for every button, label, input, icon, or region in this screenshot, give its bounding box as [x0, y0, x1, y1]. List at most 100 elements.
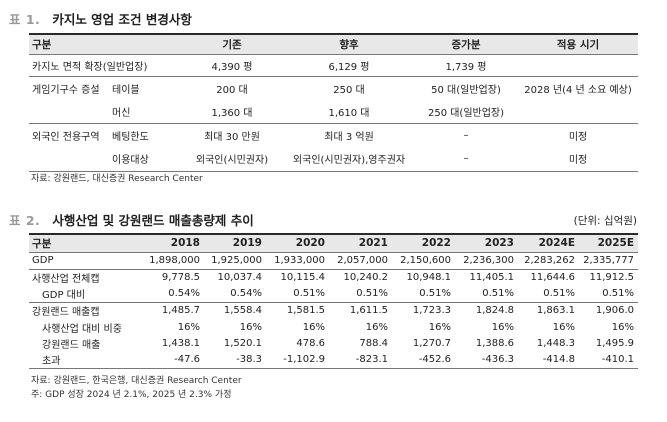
table2-row-label: 강원랜드 매출 — [42, 339, 101, 351]
table2-cell: 1,933,000 — [274, 255, 325, 266]
table1-row: 게임기구수 증설 테이블 200 대 250 대 50 대(일반업장) 2028 년(4 … — [29, 75, 639, 100]
table2-number: 표 2. — [9, 213, 41, 228]
table2-cell: 1,495.9 — [595, 337, 634, 349]
table2-cell: 16% — [177, 321, 200, 333]
table1-row: 이용대상 외국인(시민권자) 외국인(시민권자),영주권자 – 미정 — [29, 147, 639, 172]
table2-footnote: 주: GDP 성장 2024 년 2.1%, 2025 년 2.3% 가정 — [31, 390, 232, 400]
table2-cell: 16% — [239, 321, 262, 333]
table1-cell-timing — [518, 100, 638, 123]
table2-cell: 10,037.4 — [204, 268, 266, 286]
table2-cell: 16% — [302, 321, 325, 333]
table2-cell: 1,863.1 — [518, 301, 579, 319]
table2-header-year: 2020 — [295, 237, 325, 250]
table1-title-row: 표 1. 카지노 영업 조건 변경사항 — [9, 9, 192, 28]
table1-cell-category — [29, 100, 110, 123]
table2-header-year: 2018 — [170, 237, 200, 250]
table2-row-label: GDP — [32, 255, 54, 266]
table1-cell-timing: 미정 — [518, 122, 639, 147]
table2-cell: 2,057,000 — [337, 255, 388, 266]
table1-header-before: 기존 — [222, 38, 242, 51]
table2-cell: 1,898,000 — [149, 255, 200, 266]
table2-row-label: 사행산업 전체캡 — [29, 268, 142, 286]
table1: 구분 기존 향후 증가분 적용 시기 카지노 면적 확장(일반업장) 4,390 … — [29, 33, 639, 172]
table2-row: 사행산업 대비 비중 16% 16% 16% 16% 16% 16% 16% 16% — [29, 319, 638, 335]
table2-cell: 1,611.5 — [329, 301, 392, 319]
table2-cell: 0.51% — [482, 288, 514, 300]
table1-header-timing: 적용 시기 — [556, 38, 600, 51]
table2-cell: 1,270.7 — [412, 337, 451, 349]
table1-source: 자료: 강원랜드, 대신증권 Research Center — [31, 174, 203, 184]
table2-cell: 0.51% — [602, 288, 634, 300]
table2-cell: 0.51% — [543, 288, 575, 300]
table1-cell-after: 6,129 평 — [328, 61, 370, 73]
table1-cell-before: 1,360 대 — [211, 107, 253, 119]
table2-cell: 0.51% — [356, 288, 388, 300]
table1-cell-after: 1,610 대 — [328, 107, 370, 119]
table2-cell: 11,912.5 — [579, 268, 638, 286]
table2-header-row: 구분 2018 2019 2020 2021 2022 2023 2024E 2… — [29, 234, 638, 252]
table2-cell: 16% — [611, 321, 634, 333]
table2-cell: 1,520.1 — [223, 337, 262, 349]
table1-header-increase: 증가분 — [451, 38, 481, 51]
table2-row-label: 사행산업 대비 비중 — [42, 323, 122, 335]
table2-row: 사행산업 전체캡 9,778.5 10,037.4 10,115.4 10,240.2 1… — [29, 268, 638, 286]
table2-cell: 1,925,000 — [211, 255, 262, 266]
table2-cell: 2,283,262 — [524, 255, 575, 266]
table1-cell-after: 250 대 — [284, 75, 415, 100]
table2-cell: 1,558.4 — [204, 301, 266, 319]
table2-header-category: 구분 — [32, 237, 52, 250]
table2-cell: -47.6 — [142, 351, 204, 369]
table2-cell: 1,448.3 — [536, 337, 575, 349]
table2-cell: 0.51% — [293, 288, 325, 300]
table1-cell-subcategory: 머신 — [112, 107, 131, 119]
table2-cell: 2,335,777 — [583, 255, 634, 266]
table2-cell: 16% — [552, 321, 575, 333]
table1-cell-before: 최대 30 만원 — [180, 122, 285, 147]
table2-header-year: 2024E — [538, 237, 575, 250]
table1-cell-after: 최대 3 억원 — [284, 122, 415, 147]
table1-cell-category: 외국인 전용구역 — [29, 122, 110, 147]
table1-row: 외국인 전용구역 베팅한도 최대 30 만원 최대 3 억원 – 미정 — [29, 122, 639, 147]
table2-header-year: 2025E — [597, 237, 634, 250]
table1-cell-subcategory: 이용대상 — [110, 147, 181, 172]
table2-cell: 11,644.6 — [518, 268, 579, 286]
table2-unit: (단위: 십억원) — [573, 215, 637, 227]
table2-cell: 16% — [365, 321, 388, 333]
table1-header-after: 향후 — [339, 38, 359, 51]
table2: 구분 2018 2019 2020 2021 2022 2023 2024E 2… — [29, 233, 638, 369]
table2-header-year: 2021 — [358, 237, 388, 250]
table2-cell: -410.1 — [579, 351, 638, 369]
table2-cell: 478.6 — [296, 337, 325, 349]
table1-cell-before: 외국인(시민권자) — [180, 147, 285, 172]
table2-cell: 10,240.2 — [329, 268, 392, 286]
table2-title-row: 표 2. 사행산업 및 강원랜드 매출총량제 추이 — [9, 210, 254, 229]
table1-cell-timing: 2028 년(4 년 소요 예상) — [518, 75, 639, 100]
table1-number: 표 1. — [9, 12, 41, 27]
table2-cell: 2,150,600 — [400, 255, 451, 266]
table1-row: 머신 1,360 대 1,610 대 250 대(일반업장) — [29, 100, 638, 123]
table2-cell: 11,405.1 — [455, 268, 518, 286]
table2-cell: -414.8 — [518, 351, 579, 369]
table2-cell: -436.3 — [455, 351, 518, 369]
table2-cell: 1,388.6 — [475, 337, 514, 349]
table2-row: GDP 대비 0.54% 0.54% 0.51% 0.51% 0.51% 0.51% 0.51… — [29, 286, 638, 302]
table2-row: 강원랜드 매출 1,438.1 1,520.1 478.6 788.4 1,270.7 1,… — [29, 335, 638, 351]
table2-row-label: GDP 대비 — [42, 290, 86, 302]
table2-row: 초과 -47.6 -38.3 -1,102.9 -823.1 -452.6 -436.3 -4… — [29, 351, 638, 369]
table2-row-label: 초과 — [29, 351, 142, 369]
table1-header-category: 구분 — [32, 38, 52, 51]
table1-cell-subcategory: 베팅한도 — [110, 122, 181, 147]
table1-cell-subcategory: 테이블 — [110, 75, 181, 100]
table1-row: 카지노 면적 확장(일반업장) 4,390 평 6,129 평 1,739 평 — [29, 54, 638, 76]
table2-cell: 1,723.3 — [392, 301, 455, 319]
table2-header-year: 2022 — [421, 237, 451, 250]
table1-cell-category: 게임기구수 증설 — [29, 75, 110, 100]
table1-title: 카지노 영업 조건 변경사항 — [52, 12, 192, 27]
table2-cell: 16% — [491, 321, 514, 333]
table1-cell-category: 카지노 면적 확장(일반업장) — [32, 61, 148, 73]
table1-cell-after: 외국인(시민권자),영주권자 — [284, 147, 415, 172]
table2-cell: 10,115.4 — [266, 268, 329, 286]
table1-cell-before: 200 대 — [180, 75, 285, 100]
table1-cell-timing: 미정 — [518, 147, 639, 172]
table2-cell: -38.3 — [204, 351, 266, 369]
